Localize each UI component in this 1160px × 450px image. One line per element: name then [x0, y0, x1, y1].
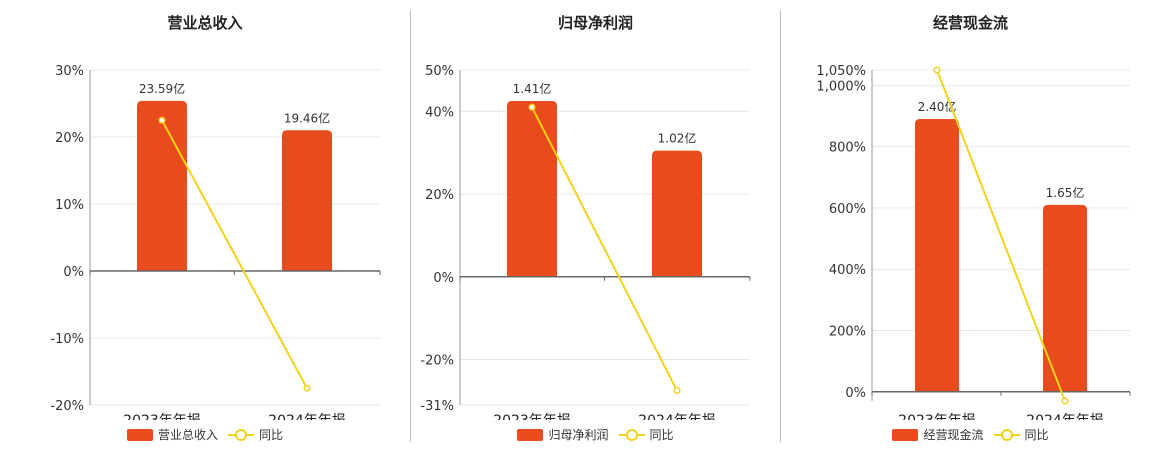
x-category-label: 2024年年报 — [1026, 413, 1104, 420]
legend-line-label: 同比 — [259, 428, 284, 442]
legend-line-label: 同比 — [649, 428, 674, 442]
legend-bar-label: 经营现金流 — [923, 428, 984, 442]
bar — [137, 100, 187, 271]
y-tick-label: 200% — [829, 325, 866, 340]
legend-item-bar[interactable]: 经营现金流 — [892, 426, 984, 443]
cash-flow-chart: 1,050%1,000% 800% 600% 400% 200% 0% 2.40亿 1.65亿… — [816, 64, 1131, 420]
yoy-point — [528, 103, 536, 111]
y-tick-label: -31% — [420, 399, 454, 414]
legend-item-bar[interactable]: 归母净利润 — [517, 426, 609, 443]
net-profit-chart: 50% 40% 20% 0% -20% -31% 1.41亿 1.02亿 2023年年报 2024… — [420, 64, 751, 420]
legend-bar-swatch — [126, 428, 153, 441]
chart-title: 归母净利润 — [557, 14, 633, 32]
yoy-point — [1061, 397, 1069, 405]
bar-value-label: 2.40亿 — [918, 99, 957, 114]
y-tick-label: 20% — [425, 188, 454, 203]
yoy-point — [158, 116, 166, 124]
legend-bar-label: 归母净利润 — [548, 428, 609, 442]
legend-bar-swatch — [517, 428, 544, 441]
bar-value-label: 23.59亿 — [139, 81, 185, 96]
y-tick-label: 50% — [425, 64, 454, 79]
panel-divider — [410, 10, 411, 442]
revenue-chart: 30% 20% 10% 0% -10% -20% 23.59亿 19.46亿 2023年年报 20… — [50, 64, 381, 420]
legend-item-line[interactable]: 同比 — [993, 426, 1049, 443]
yoy-point — [673, 386, 681, 395]
yoy-line — [161, 119, 308, 389]
x-category-label: 2023年年报 — [493, 413, 571, 420]
legend-item-line[interactable]: 同比 — [618, 426, 674, 443]
legend-line-label: 同比 — [1024, 428, 1049, 442]
chart-title: 经营现金流 — [932, 14, 1008, 32]
y-tick-label: 400% — [829, 263, 866, 278]
bar — [282, 130, 332, 271]
legend-line-swatch — [993, 428, 1020, 441]
y-tick-label: 800% — [829, 141, 866, 156]
yoy-point — [303, 384, 311, 392]
y-tick-label: 30% — [55, 64, 84, 79]
yoy-line — [531, 106, 678, 391]
legend-bar-swatch — [892, 428, 919, 441]
bar-value-label: 1.65亿 — [1046, 185, 1085, 200]
bar-value-label: 1.41亿 — [513, 81, 552, 96]
x-category-label: 2023年年报 — [898, 413, 976, 420]
bar — [1043, 204, 1087, 392]
net-profit-panel: 归母净利润 50% 40% 20% 0% -20% -31% 1.41亿 1.02亿 2023年… — [411, 0, 780, 450]
bar — [652, 150, 702, 277]
y-tick-label: 1,050% — [816, 64, 866, 79]
y-tick-label: 600% — [829, 202, 866, 217]
cash-flow-panel: 经营现金流 1,050% 1,000% 800% 600% 400% 200% 0% 2.40… — [781, 0, 1160, 450]
y-tick-label: 40% — [425, 105, 454, 120]
y-tick-label: 20% — [55, 131, 84, 146]
y-tick-label: 0% — [433, 271, 454, 286]
bar — [915, 119, 959, 392]
legend-item-line[interactable]: 同比 — [228, 426, 283, 443]
chart-legend: 归母净利润 同比 — [411, 426, 780, 443]
chart-title: 营业总收入 — [167, 14, 243, 32]
revenue-panel: 营业总收入 30% 20% 10% 0% -10% -20% 23.59亿 19.46亿 202… — [0, 0, 410, 450]
y-tick-label: 0% — [63, 265, 84, 280]
y-tick-label: 10% — [55, 198, 84, 213]
bar-value-label: 1.02亿 — [658, 131, 697, 146]
y-tick-label: 1,000% — [816, 79, 866, 94]
bar-value-label: 19.46亿 — [284, 110, 330, 125]
legend-bar-label: 营业总收入 — [157, 428, 218, 442]
bar — [507, 101, 557, 277]
yoy-line — [936, 69, 1066, 402]
x-category-label: 2024年年报 — [638, 413, 716, 420]
yoy-point — [933, 66, 941, 74]
y-tick-label: -20% — [50, 399, 84, 414]
x-category-label: 2024年年报 — [268, 413, 346, 420]
y-tick-label: 0% — [845, 386, 866, 401]
y-tick-label: -10% — [50, 332, 84, 347]
x-category-label: 2023年年报 — [123, 413, 201, 420]
legend-item-bar[interactable]: 营业总收入 — [126, 426, 218, 443]
y-tick-label: -20% — [420, 354, 454, 369]
legend-line-swatch — [228, 428, 254, 441]
legend-line-swatch — [618, 428, 645, 441]
chart-legend: 经营现金流 同比 — [781, 426, 1160, 443]
chart-legend: 营业总收入 同比 — [0, 426, 410, 443]
panel-divider — [780, 10, 781, 442]
